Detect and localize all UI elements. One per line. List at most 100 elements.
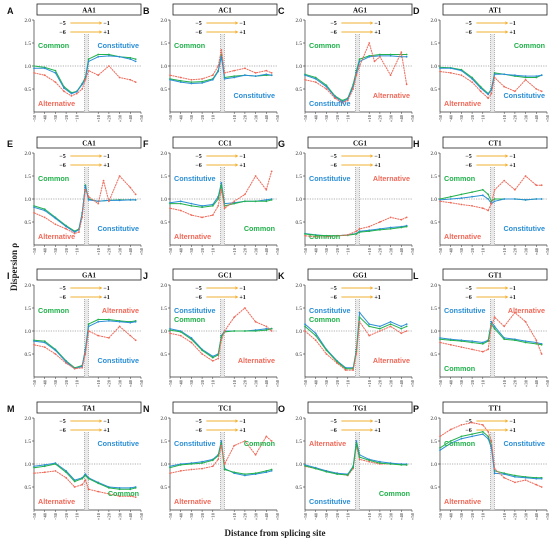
annotation-bottom-left: −6 [59,295,65,301]
series-label-common: Common [38,41,69,50]
series-label-common: Common [379,489,410,498]
data-point-alternative [54,81,57,83]
data-point-alternative [33,72,35,74]
data-point-common [524,341,527,344]
data-point-constitutive [33,67,35,70]
data-point-alternative [352,369,355,371]
data-point-alternative [97,334,100,337]
x-tick-label: +50 [139,114,144,122]
splice-site-band [490,299,495,377]
data-point-alternative [514,481,516,484]
data-point-common [503,338,506,341]
data-point-alternative [524,320,527,323]
data-point-common [493,327,496,330]
data-point-constitutive [129,321,132,324]
data-point-alternative [211,214,214,216]
y-tick-label: 1.5 [25,306,32,312]
data-point-constitutive [304,74,306,77]
data-point-common [179,79,182,82]
data-point-alternative [346,99,349,102]
data-point-alternative [108,65,110,67]
annotation-arrowhead [99,428,103,432]
data-point-common [487,340,490,343]
data-point-common [201,349,203,352]
data-point-alternative [244,307,246,309]
data-point-common [304,464,306,467]
data-point-alternative [81,88,84,90]
data-point-common [341,99,344,102]
annotation-top-right: −1 [374,154,380,160]
x-tick-label: −10 [75,379,80,387]
data-point-alternative [65,228,67,230]
data-point-common [190,463,193,465]
data-point-common [493,72,496,74]
data-point-constitutive [487,437,490,440]
annotation-arrowhead [505,419,509,423]
data-point-alternative [400,332,403,335]
y-tick-label: 1.0 [161,462,168,468]
splice-site-band [355,34,360,112]
data-point-constitutive [129,199,132,201]
data-point-constitutive [540,198,543,200]
data-point-alternative [244,193,246,196]
data-point-alternative [449,72,452,74]
data-point-alternative [487,430,490,433]
x-tick-label: +20 [378,114,383,122]
panel-title-box [442,268,548,281]
x-tick-label: −50 [168,114,173,122]
data-point-common [244,330,246,332]
data-point-common [244,473,246,476]
y-tick-label: 2.0 [161,283,168,289]
data-point-common [134,487,137,489]
x-tick-label: +10 [502,247,507,255]
data-point-common [118,488,121,491]
data-point-constitutive [479,87,482,89]
data-point-alternative [118,175,121,177]
panel-title-box [172,268,278,281]
data-point-alternative [460,203,463,206]
data-point-alternative [233,444,236,447]
data-point-constitutive [244,74,246,77]
annotation-bottom-left: −6 [59,163,65,169]
data-point-constitutive [389,226,392,229]
x-tick-label: +30 [253,379,258,387]
panel-title-box [442,136,548,149]
data-point-constitutive [503,198,506,200]
data-point-alternative [244,440,246,442]
series-label-alternative: Alternative [38,497,75,506]
data-point-alternative [108,200,110,203]
data-point-common [535,76,538,79]
data-point-alternative [270,330,273,332]
panel-letter: C [278,6,285,16]
x-tick-label: −30 [189,379,194,387]
x-tick-label: −40 [179,379,184,387]
data-point-constitutive [118,199,121,202]
data-point-common [270,199,273,201]
data-point-common [389,228,392,230]
annotation-top-left: −5 [195,419,201,425]
data-point-alternative [481,350,484,353]
data-point-constitutive [190,82,193,85]
data-point-alternative [336,362,338,365]
y-tick-label: 1.5 [161,439,168,445]
data-point-constitutive [43,464,46,466]
data-point-alternative [535,184,538,187]
x-tick-label: +50 [545,379,550,387]
data-point-common [355,233,358,235]
x-tick-label: −40 [43,379,48,387]
data-point-alternative [217,357,220,360]
data-point-common [314,467,317,470]
data-point-alternative [201,353,203,355]
series-label-common: Common [244,224,275,233]
annotation-top-left: −5 [59,419,65,425]
data-point-alternative [201,467,203,470]
annotation-bottom-right: +1 [509,295,515,301]
data-point-alternative [233,69,236,72]
data-point-alternative [254,175,257,177]
data-point-alternative [33,472,35,475]
y-tick-label: 1.5 [296,439,303,445]
x-tick-label: −30 [324,247,329,255]
series-label-constitutive: Constitutive [309,99,351,108]
data-point-alternative [379,330,381,332]
y-tick-label: 0.5 [161,485,168,491]
